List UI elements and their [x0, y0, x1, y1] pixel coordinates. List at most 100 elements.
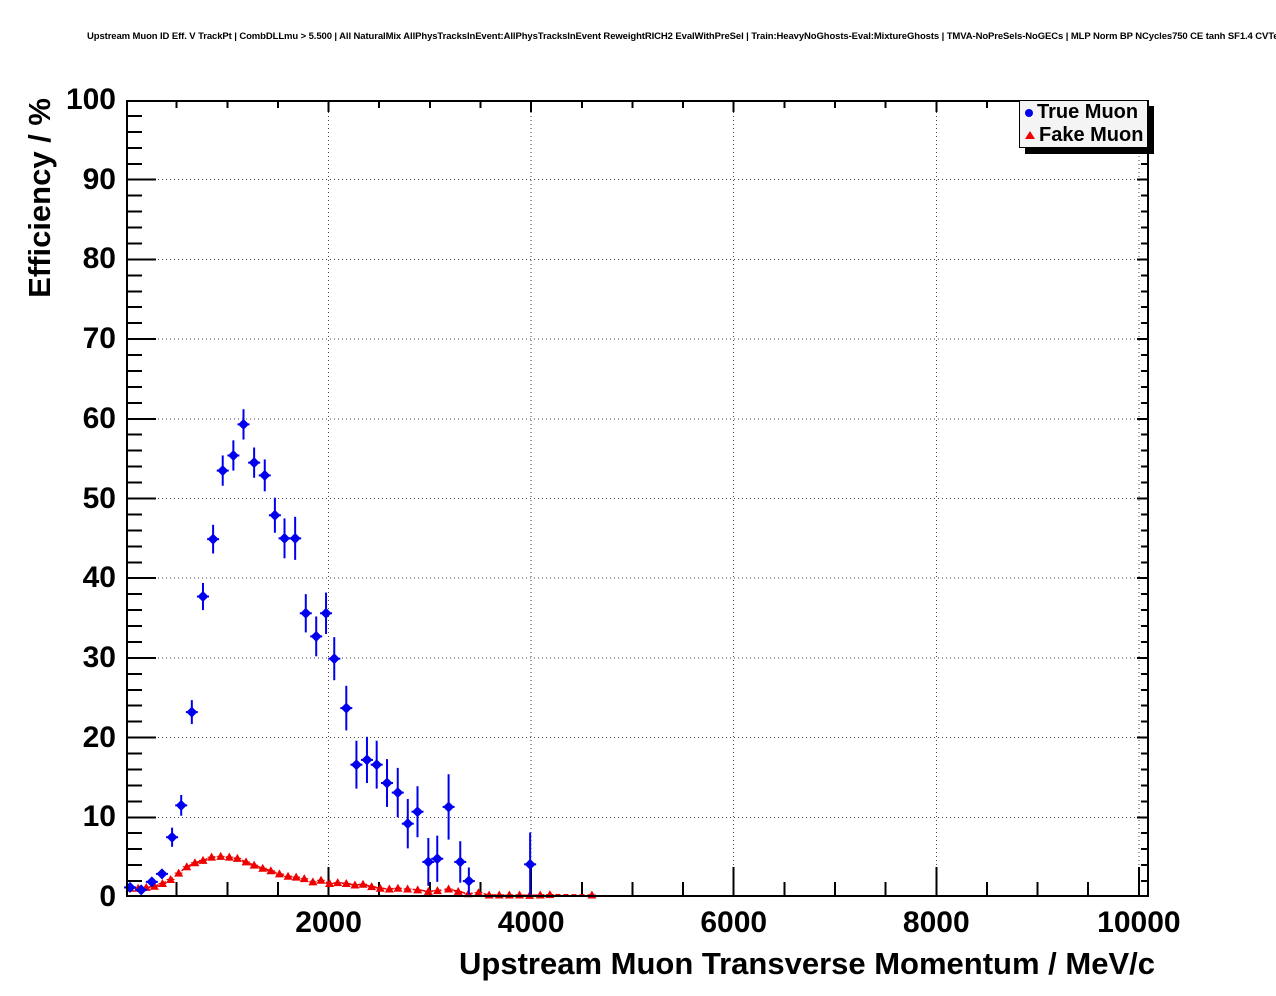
data-point-fake-muon: [190, 858, 200, 867]
gridlines: [126, 100, 1149, 897]
data-point-true-muon: [361, 754, 373, 766]
legend: True Muon Fake Muon: [1019, 100, 1148, 148]
fake-muon-line: [130, 855, 592, 897]
fake-muon-marker-icon: [1025, 131, 1035, 140]
plot-area: [124, 100, 1149, 899]
data-point-true-muon: [443, 801, 455, 813]
data-point-fake-muon: [157, 878, 167, 887]
data-point-fake-muon: [274, 869, 284, 878]
x-tick-label: 4000: [497, 906, 565, 939]
data-point-fake-muon: [350, 880, 360, 889]
data-point-fake-muon: [299, 874, 309, 883]
y-tick-label: 40: [82, 561, 116, 595]
data-point-fake-muon: [291, 872, 301, 881]
data-point-true-muon: [328, 653, 340, 665]
data-point-true-muon: [217, 465, 229, 477]
y-tick-label: 10: [82, 800, 116, 834]
data-point-true-muon: [237, 418, 249, 430]
data-point-true-muon: [146, 876, 158, 888]
data-point-true-muon: [371, 759, 383, 771]
data-point-fake-muon: [241, 857, 251, 866]
data-point-true-muon: [197, 591, 209, 603]
data-point-true-muon: [248, 457, 260, 469]
data-point-true-muon: [289, 532, 301, 544]
axis-ticks: [126, 100, 1149, 897]
data-point-true-muon: [402, 818, 414, 830]
data-point-fake-muon: [393, 883, 403, 892]
data-point-fake-muon: [198, 855, 208, 864]
data-point-true-muon: [422, 856, 434, 868]
data-point-fake-muon: [413, 885, 423, 894]
data-point-true-muon: [135, 884, 147, 896]
data-point-true-muon: [463, 875, 475, 887]
data-point-true-muon: [340, 702, 352, 714]
data-point-true-muon: [175, 799, 187, 811]
x-axis-title: Upstream Muon Transverse Momentum / MeV/…: [459, 946, 1155, 981]
x-tick-label: 8000: [902, 906, 970, 939]
data-point-fake-muon: [403, 884, 413, 893]
data-point-fake-muon: [182, 862, 192, 871]
data-point-fake-muon: [216, 851, 226, 860]
data-point-fake-muon: [375, 883, 385, 892]
data-point-true-muon: [412, 806, 424, 818]
data-point-fake-muon: [333, 878, 343, 887]
y-tick-label: 50: [82, 481, 116, 515]
data-point-fake-muon: [224, 852, 234, 861]
data-point-fake-muon: [258, 863, 268, 872]
data-point-fake-muon: [316, 875, 326, 884]
data-point-true-muon: [320, 607, 332, 619]
data-point-fake-muon: [423, 886, 433, 895]
x-tick-label: 2000: [295, 906, 362, 939]
data-point-fake-muon: [432, 886, 442, 895]
plot-frame: [126, 100, 1149, 897]
data-point-fake-muon: [308, 877, 318, 886]
data-point-true-muon: [454, 856, 466, 868]
y-tick-label: 20: [82, 720, 116, 754]
true-muon-marker-icon: [1025, 108, 1033, 117]
data-point-true-muon: [186, 706, 198, 718]
data-point-true-muon: [300, 607, 312, 619]
data-point-true-muon: [269, 509, 281, 521]
y-tick-label: 60: [82, 401, 116, 435]
data-point-fake-muon: [207, 852, 217, 861]
data-point-true-muon: [381, 777, 393, 789]
data-point-true-muon: [524, 858, 536, 870]
legend-label-true-muon: True Muon: [1037, 101, 1139, 124]
data-point-fake-muon: [232, 853, 242, 862]
x-tick-label: 6000: [700, 906, 768, 939]
data-point-true-muon: [310, 630, 322, 642]
data-point-true-muon: [259, 469, 271, 481]
data-point-fake-muon: [341, 878, 351, 887]
y-tick-label: 70: [82, 322, 116, 356]
data-point-true-muon: [350, 759, 362, 771]
plot-title: Upstream Muon ID Eff. V TrackPt | CombDL…: [87, 31, 1276, 42]
data-point-true-muon: [166, 831, 178, 843]
true-muon-series: [124, 409, 537, 897]
data-point-true-muon: [392, 787, 404, 799]
data-point-fake-muon: [325, 878, 335, 887]
y-tick-label: 30: [82, 640, 116, 674]
legend-item-fake-muon: Fake Muon: [1020, 123, 1147, 146]
data-point-fake-muon: [249, 860, 259, 869]
data-point-true-muon: [207, 533, 219, 545]
data-point-fake-muon: [166, 874, 176, 883]
data-point-true-muon: [227, 449, 239, 461]
y-tick-label: 0: [99, 880, 116, 913]
y-tick-label: 100: [65, 83, 116, 116]
data-point-true-muon: [124, 881, 136, 893]
legend-item-true-muon: True Muon: [1020, 102, 1147, 123]
plot-svg: [124, 100, 1149, 899]
data-point-fake-muon: [149, 881, 159, 890]
y-tick-label: 80: [82, 242, 116, 276]
data-point-fake-muon: [266, 866, 276, 875]
data-point-fake-muon: [367, 882, 377, 891]
data-point-fake-muon: [358, 879, 368, 888]
fake-muon-series: [125, 851, 597, 899]
data-point-fake-muon: [473, 888, 483, 897]
legend-label-fake-muon: Fake Muon: [1039, 123, 1144, 146]
data-point-fake-muon: [453, 886, 463, 895]
x-tick-label: 10000: [1097, 906, 1181, 939]
y-tick-label: 90: [82, 162, 116, 196]
data-point-fake-muon: [283, 871, 293, 880]
